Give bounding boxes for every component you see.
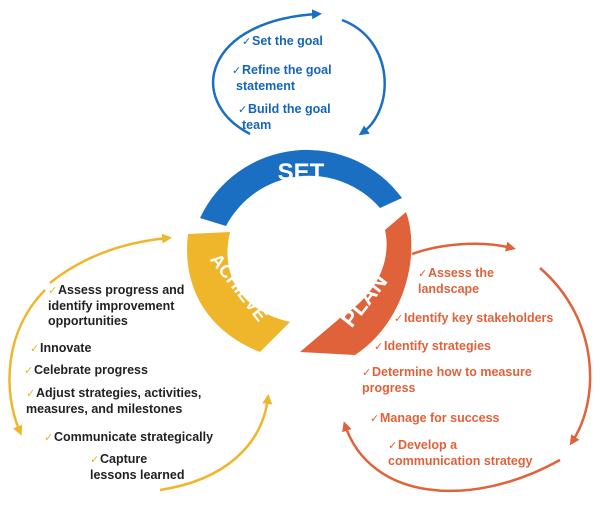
achieve-item-text: Communicate strategically [54, 430, 214, 444]
check-icon: ✓ [238, 104, 248, 116]
plan-cycle-arrow [411, 241, 516, 256]
plan-item: ✓Identify key stakeholders [394, 311, 553, 327]
set-cycle-arrow [212, 9, 322, 136]
check-icon: ✓ [44, 432, 54, 444]
set-cycle-arrow-return [341, 18, 386, 136]
set-item: ✓Build the goal team [238, 102, 331, 133]
achieve-segment [187, 232, 290, 352]
check-icon: ✓ [242, 36, 252, 48]
check-icon: ✓ [388, 440, 398, 452]
achieve-item: ✓Communicate strategically [44, 430, 213, 446]
achieve-item: ✓Capture lessons learned [90, 452, 185, 483]
set-item: ✓Refine the goal statement [232, 63, 332, 94]
plan-item-text: communication strategy [388, 454, 533, 468]
set-item-text: Build the goal [248, 102, 331, 116]
achieve-item-text: measures, and milestones [26, 402, 183, 416]
achieve-item-text: lessons learned [90, 468, 185, 482]
achieve-item-text: Capture [100, 452, 148, 466]
achieve-item-text: Celebrate progress [34, 363, 148, 377]
plan-item-text: Identify strategies [384, 339, 491, 353]
plan-item: ✓Manage for success [370, 411, 500, 427]
check-icon: ✓ [418, 268, 428, 280]
plan-item-text: Develop a [398, 438, 458, 452]
set-item-text: team [242, 118, 272, 132]
check-icon: ✓ [48, 285, 58, 297]
plan-item: ✓Determine how to measure progress [362, 365, 532, 396]
plan-item-text: Identify key stakeholders [404, 311, 554, 325]
achieve-item-text: Adjust strategies, activities, [36, 386, 202, 400]
achieve-cycle-arrow-right [159, 394, 273, 492]
achieve-item: ✓Adjust strategies, activities, measures,… [26, 386, 201, 417]
check-icon: ✓ [374, 341, 384, 353]
plan-segment [300, 212, 412, 355]
achieve-item: ✓Assess progress and identify improvement… [48, 283, 184, 329]
achieve-item-text: Assess progress and [58, 283, 185, 297]
check-icon: ✓ [26, 388, 36, 400]
plan-item: ✓Assess the landscape [418, 266, 494, 297]
plan-item-text: landscape [418, 282, 480, 296]
plan-item-text: progress [362, 381, 416, 395]
set-item-text: statement [236, 79, 296, 93]
set-segment [200, 149, 402, 226]
check-icon: ✓ [370, 413, 380, 425]
achieve-item: ✓Celebrate progress [24, 363, 148, 379]
check-icon: ✓ [90, 454, 100, 466]
check-icon: ✓ [24, 365, 34, 377]
achieve-cycle-arrow-top [49, 233, 172, 284]
plan-item: ✓Develop a communication strategy [388, 438, 532, 469]
check-icon: ✓ [232, 65, 242, 77]
achieve-item: ✓Innovate [30, 341, 91, 357]
achieve-item-text: Innovate [40, 341, 92, 355]
plan-item: ✓Identify strategies [374, 339, 491, 355]
achieve-item-text: identify improvement [48, 299, 175, 313]
plan-cycle-arrow-bottom [342, 421, 561, 493]
set-item-text: Refine the goal [242, 63, 332, 77]
plan-item-text: Manage for success [380, 411, 500, 425]
check-icon: ✓ [30, 343, 40, 355]
check-icon: ✓ [362, 367, 372, 379]
plan-item-text: Determine how to measure [372, 365, 532, 379]
set-item: ✓Set the goal [242, 34, 323, 50]
achieve-cycle-arrow-left [8, 289, 46, 436]
set-label: SET [278, 159, 325, 186]
achieve-item-text: opportunities [48, 314, 128, 328]
plan-cycle-arrow-right [539, 267, 592, 446]
set-item-text: Set the goal [252, 34, 323, 48]
plan-item-text: Assess the [428, 266, 495, 280]
check-icon: ✓ [394, 313, 404, 325]
